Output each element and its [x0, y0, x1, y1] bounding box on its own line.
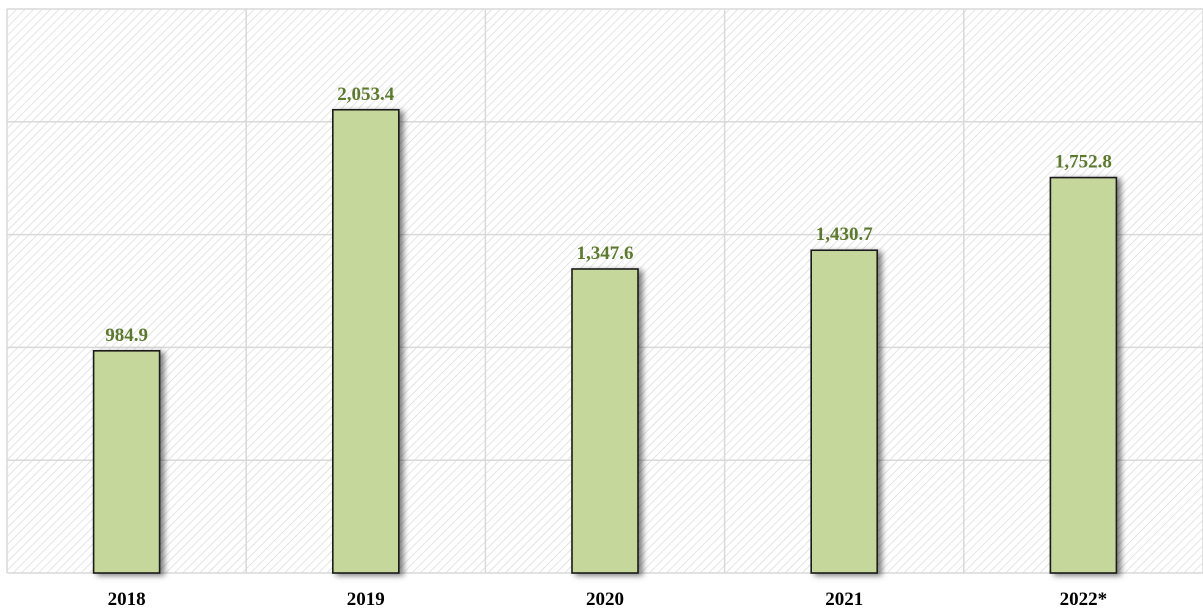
bar	[810, 249, 879, 574]
data-label: 1,752.8	[1055, 152, 1112, 173]
x-tick-label: 2021	[825, 589, 863, 610]
data-label: 1,347.6	[577, 243, 634, 264]
data-label: 1,430.7	[816, 224, 874, 245]
x-tick-label: 2020	[586, 589, 624, 610]
data-label: 2,053.4	[337, 84, 395, 105]
bar	[571, 268, 639, 574]
bar	[92, 350, 161, 574]
x-tick-label: 2018	[108, 589, 146, 610]
data-label: 984.9	[105, 325, 148, 346]
x-tick-label: 2022*	[1060, 589, 1108, 610]
bar	[331, 108, 400, 574]
value-labels: 984.9 2,053.4 1,347.6 1,430.7 1,752.8	[105, 84, 1112, 346]
bars	[92, 108, 1118, 574]
x-tick-label: 2019	[347, 589, 385, 610]
x-axis-tick-labels: 2018 2019 2020 2021 2022*	[108, 589, 1108, 610]
bar	[1049, 176, 1118, 574]
